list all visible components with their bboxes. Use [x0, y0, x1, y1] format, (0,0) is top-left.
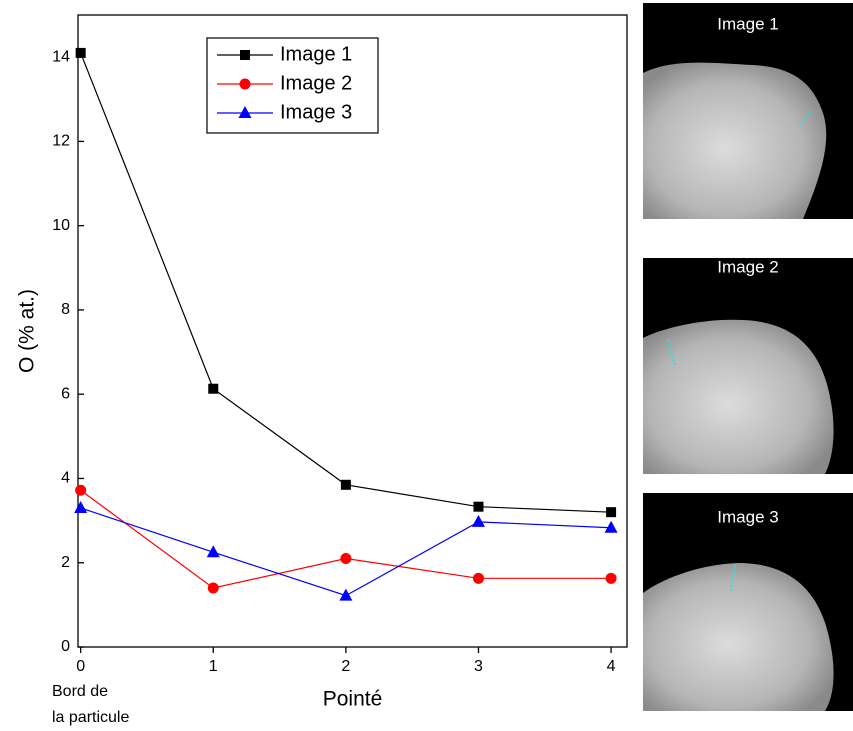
marker: [206, 545, 220, 558]
y-tick-label: 14: [52, 48, 70, 65]
y-tick-label: 10: [52, 217, 70, 234]
marker: [604, 520, 618, 533]
y-tick-label: 4: [61, 470, 70, 487]
marker: [75, 484, 87, 496]
legend-marker: [239, 78, 251, 90]
legend-frame: [206, 37, 379, 134]
marker: [472, 572, 484, 584]
marker: [208, 383, 219, 394]
marker: [75, 47, 86, 58]
x-tick-label: 4: [607, 658, 616, 675]
y-tick-label: 0: [61, 638, 70, 655]
panel-title: Image 1: [717, 14, 778, 33]
panel-title: Image 3: [717, 507, 778, 526]
x-axis-label: Pointé: [323, 688, 383, 711]
marker: [473, 501, 484, 512]
marker: [339, 588, 353, 601]
y-axis-label: O (% at.): [16, 289, 39, 373]
sem-panel: Image 3: [643, 493, 853, 722]
x-tick-label: 0: [76, 658, 85, 675]
sem-panel: Image 2: [643, 257, 853, 486]
annotation: Bord de: [52, 683, 108, 700]
marker: [207, 582, 219, 594]
legend-marker: [238, 106, 252, 118]
marker: [340, 479, 351, 490]
y-tick-label: 12: [52, 133, 70, 150]
marker: [605, 572, 617, 584]
legend-label: Image 1: [280, 43, 352, 65]
legend: Image 1 Image 2 Image 3: [206, 37, 379, 134]
panel-title: Image 2: [717, 257, 778, 276]
legend-marker: [240, 50, 250, 60]
legend-label: Image 2: [280, 72, 352, 94]
series-line: [80, 507, 612, 597]
marker: [74, 500, 88, 513]
y-tick-label: 6: [61, 385, 70, 402]
x-tick-label: 3: [474, 658, 483, 675]
y-tick-label: 2: [61, 554, 70, 571]
annotation: la particule: [52, 709, 129, 726]
marker: [471, 514, 485, 527]
sem-panel: Image 1: [643, 3, 853, 232]
x-tick-label: 1: [209, 658, 218, 675]
series-line: [80, 489, 612, 589]
y-tick-label: 8: [61, 301, 70, 318]
legend-label: Image 3: [280, 101, 352, 123]
marker: [606, 507, 617, 518]
x-tick-label: 2: [341, 658, 350, 675]
plot-frame: [77, 14, 628, 648]
marker: [340, 553, 352, 565]
